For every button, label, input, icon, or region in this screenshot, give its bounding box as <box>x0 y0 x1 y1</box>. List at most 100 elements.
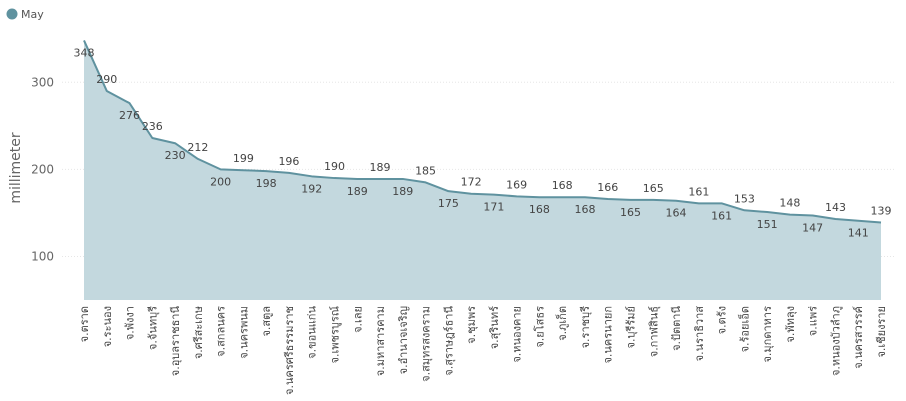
data-point[interactable] <box>469 192 473 196</box>
data-label: 139 <box>871 204 892 217</box>
data-label: 161 <box>688 185 709 198</box>
data-point[interactable] <box>173 141 177 145</box>
data-point[interactable] <box>788 213 792 217</box>
x-tick-label: จ.หนองบัวลำภู <box>829 306 842 376</box>
data-label: 166 <box>597 181 618 194</box>
x-tick-label: จ.สุราษฎร์ธานี <box>442 306 455 376</box>
x-tick-label: จ.ตราด <box>78 306 91 342</box>
data-point[interactable] <box>105 89 109 93</box>
x-tick-label: จ.ชุมพร <box>465 306 478 344</box>
data-point[interactable] <box>879 220 883 224</box>
data-label: 230 <box>165 149 186 162</box>
y-axis: 100 200 300 <box>31 75 54 263</box>
data-label: 196 <box>278 155 299 168</box>
x-tick-label: จ.สตูล <box>260 306 273 337</box>
data-label: 175 <box>438 197 459 210</box>
data-point[interactable] <box>378 177 382 181</box>
x-tick-label: จ.เพชรบูรณ์ <box>328 306 341 363</box>
data-label: 189 <box>392 185 413 198</box>
area-series <box>82 38 883 300</box>
data-point[interactable] <box>674 199 678 203</box>
data-point[interactable] <box>720 201 724 205</box>
y-tick-label: 300 <box>31 75 54 89</box>
x-tick-label: จ.ร้อยเอ็ด <box>737 306 751 352</box>
x-tick-label: จ.กาฬสินธุ์ <box>647 306 660 357</box>
data-point[interactable] <box>241 168 245 172</box>
data-point[interactable] <box>629 198 633 202</box>
x-tick-label: จ.นครศรีธรรมราช <box>283 306 296 395</box>
data-label: 192 <box>301 182 322 195</box>
data-label: 189 <box>370 161 391 174</box>
data-point[interactable] <box>651 198 655 202</box>
x-tick-label: จ.แพร่ <box>807 306 820 336</box>
legend[interactable]: May <box>6 8 45 21</box>
x-tick-label: จ.จันทบุรี <box>146 306 159 350</box>
x-tick-label: จ.สมุทรสงคราม <box>420 306 433 382</box>
x-tick-label: จ.ตรัง <box>716 306 729 334</box>
data-label: 172 <box>461 176 482 189</box>
data-label: 148 <box>779 197 800 210</box>
x-tick-label: จ.ระนอง <box>101 306 114 347</box>
data-point[interactable] <box>833 217 837 221</box>
data-label: 185 <box>415 164 436 177</box>
data-label: 153 <box>734 192 755 205</box>
legend-label: May <box>21 8 44 21</box>
data-label: 236 <box>142 120 163 133</box>
x-tick-label: จ.เลย <box>351 306 364 333</box>
x-tick-label: จ.พัทลุง <box>784 306 797 343</box>
data-point[interactable] <box>765 210 769 214</box>
x-tick-label: จ.นครสวรรค์ <box>852 306 865 369</box>
data-point[interactable] <box>856 219 860 223</box>
data-point[interactable] <box>424 180 428 184</box>
data-point[interactable] <box>82 38 86 42</box>
data-labels: 3482902762362302122001991981961921901891… <box>74 46 892 239</box>
data-point[interactable] <box>446 189 450 193</box>
data-point[interactable] <box>355 177 359 181</box>
area-fill <box>84 40 881 300</box>
data-point[interactable] <box>742 208 746 212</box>
x-tick-label: จ.ภูเก็ต <box>555 306 569 341</box>
data-point[interactable] <box>697 201 701 205</box>
x-tick-label: จ.ขอนแก่น <box>306 306 319 359</box>
data-label: 165 <box>643 182 664 195</box>
data-label: 143 <box>825 201 846 214</box>
data-point[interactable] <box>560 195 564 199</box>
data-label: 165 <box>620 206 641 219</box>
x-tick-label: จ.อำนาจเจริญ <box>397 306 410 374</box>
x-tick-label: จ.สุรินทร์ <box>488 306 501 349</box>
data-label: 151 <box>757 218 778 231</box>
data-point[interactable] <box>219 167 223 171</box>
data-label: 199 <box>233 152 254 165</box>
x-tick-label: จ.มหาสารคาม <box>374 306 387 376</box>
x-tick-label: จ.พังงา <box>124 306 137 340</box>
data-point[interactable] <box>515 194 519 198</box>
x-tick-label: จ.มุกดาหาร <box>761 306 774 363</box>
data-label: 168 <box>574 203 595 216</box>
data-label: 147 <box>802 222 823 235</box>
x-axis: จ.ตราด จ.ระนอง จ.พังงา จ.จันทบุรี จ.อุบลราชธ… <box>78 306 888 395</box>
data-point[interactable] <box>128 101 132 105</box>
x-tick-label: จ.เชียงราย <box>875 306 888 358</box>
data-label: 200 <box>210 175 231 188</box>
data-point[interactable] <box>583 195 587 199</box>
x-tick-label: จ.บุรีรัมย์ <box>625 306 638 348</box>
data-point[interactable] <box>287 171 291 175</box>
x-tick-label: จ.ยโสธร <box>532 306 546 348</box>
data-point[interactable] <box>811 214 815 218</box>
data-point[interactable] <box>606 197 610 201</box>
data-point[interactable] <box>401 177 405 181</box>
data-point[interactable] <box>332 176 336 180</box>
data-point[interactable] <box>196 157 200 161</box>
data-point[interactable] <box>492 193 496 197</box>
data-label: 164 <box>666 207 687 220</box>
data-label: 161 <box>711 209 732 222</box>
data-label: 212 <box>187 141 208 154</box>
data-point[interactable] <box>537 195 541 199</box>
x-tick-label: จ.สกลนคร <box>215 306 228 357</box>
data-label: 171 <box>483 201 504 214</box>
data-point[interactable] <box>264 169 268 173</box>
data-label: 290 <box>96 73 117 86</box>
data-point[interactable] <box>150 136 154 140</box>
data-point[interactable] <box>310 174 314 178</box>
